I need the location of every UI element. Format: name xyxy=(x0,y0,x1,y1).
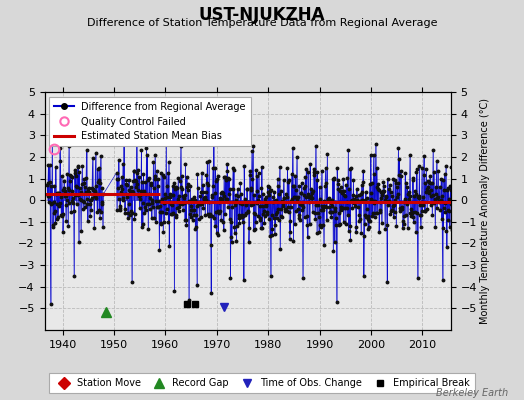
Text: Difference of Station Temperature Data from Regional Average: Difference of Station Temperature Data f… xyxy=(87,18,437,28)
Legend: Difference from Regional Average, Quality Control Failed, Estimated Station Mean: Difference from Regional Average, Qualit… xyxy=(49,97,251,146)
Text: Berkeley Earth: Berkeley Earth xyxy=(436,388,508,398)
Text: UST-NJUKZHA: UST-NJUKZHA xyxy=(199,6,325,24)
Legend: Station Move, Record Gap, Time of Obs. Change, Empirical Break: Station Move, Record Gap, Time of Obs. C… xyxy=(49,373,475,393)
Y-axis label: Monthly Temperature Anomaly Difference (°C): Monthly Temperature Anomaly Difference (… xyxy=(479,98,489,324)
